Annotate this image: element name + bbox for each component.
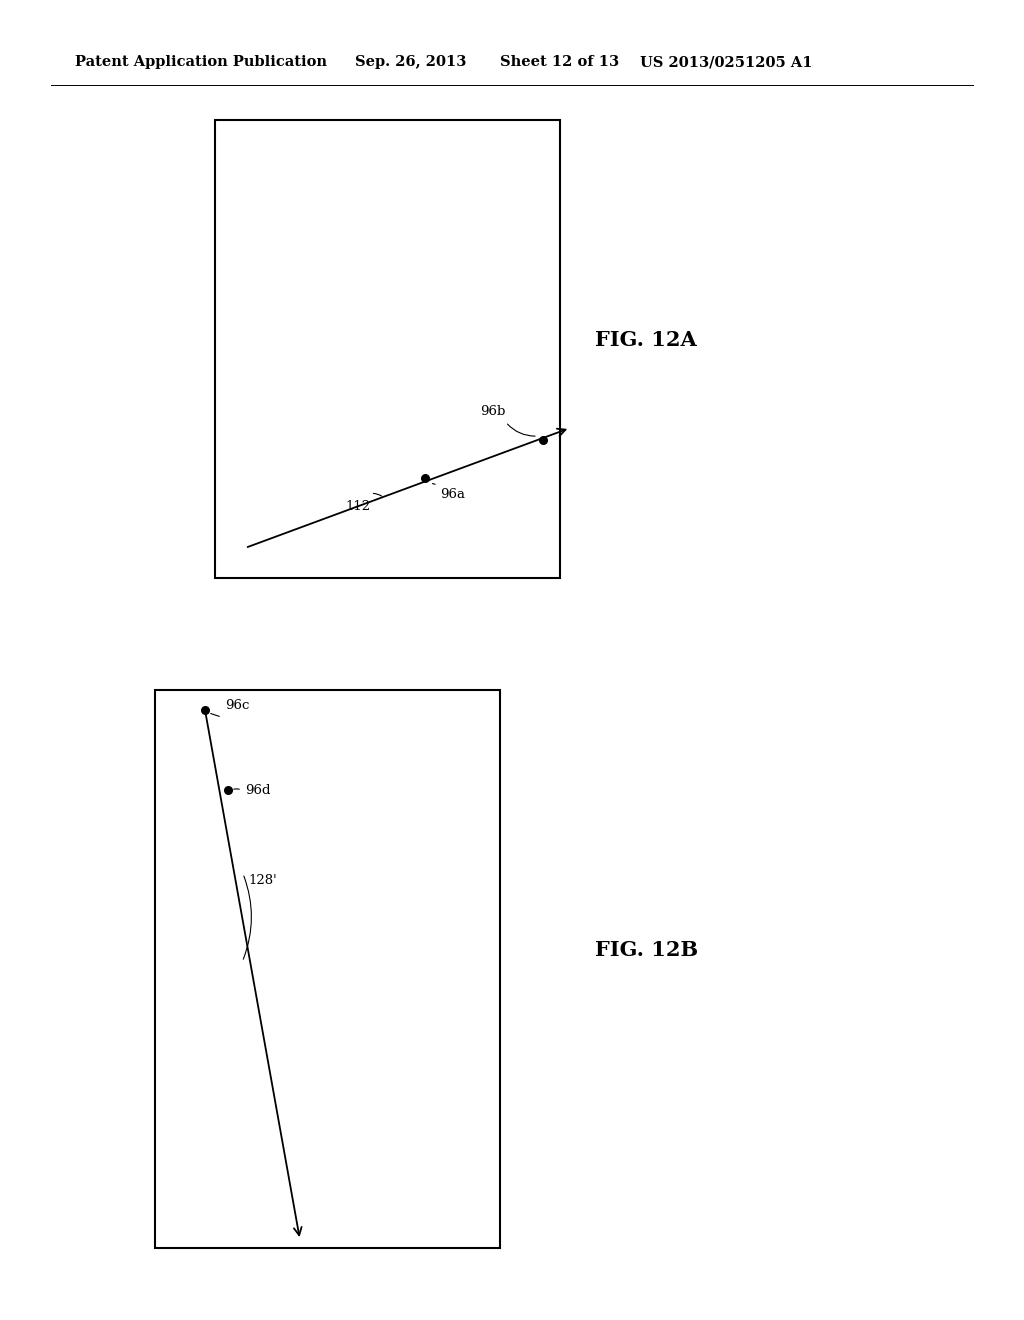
Bar: [215, 120, 560, 578]
Text: Patent Application Publication: Patent Application Publication: [75, 55, 327, 69]
Text: 96c: 96c: [225, 700, 250, 711]
Text: 112: 112: [345, 500, 370, 513]
Text: US 2013/0251205 A1: US 2013/0251205 A1: [640, 55, 812, 69]
Text: Sheet 12 of 13: Sheet 12 of 13: [500, 55, 620, 69]
Text: 96d: 96d: [245, 784, 270, 796]
Text: Sep. 26, 2013: Sep. 26, 2013: [355, 55, 466, 69]
Text: 96a: 96a: [440, 488, 465, 502]
Bar: [155, 690, 500, 1247]
Text: 128': 128': [248, 874, 276, 887]
Text: 96b: 96b: [480, 405, 506, 418]
Text: FIG. 12B: FIG. 12B: [595, 940, 698, 960]
Text: FIG. 12A: FIG. 12A: [595, 330, 696, 350]
